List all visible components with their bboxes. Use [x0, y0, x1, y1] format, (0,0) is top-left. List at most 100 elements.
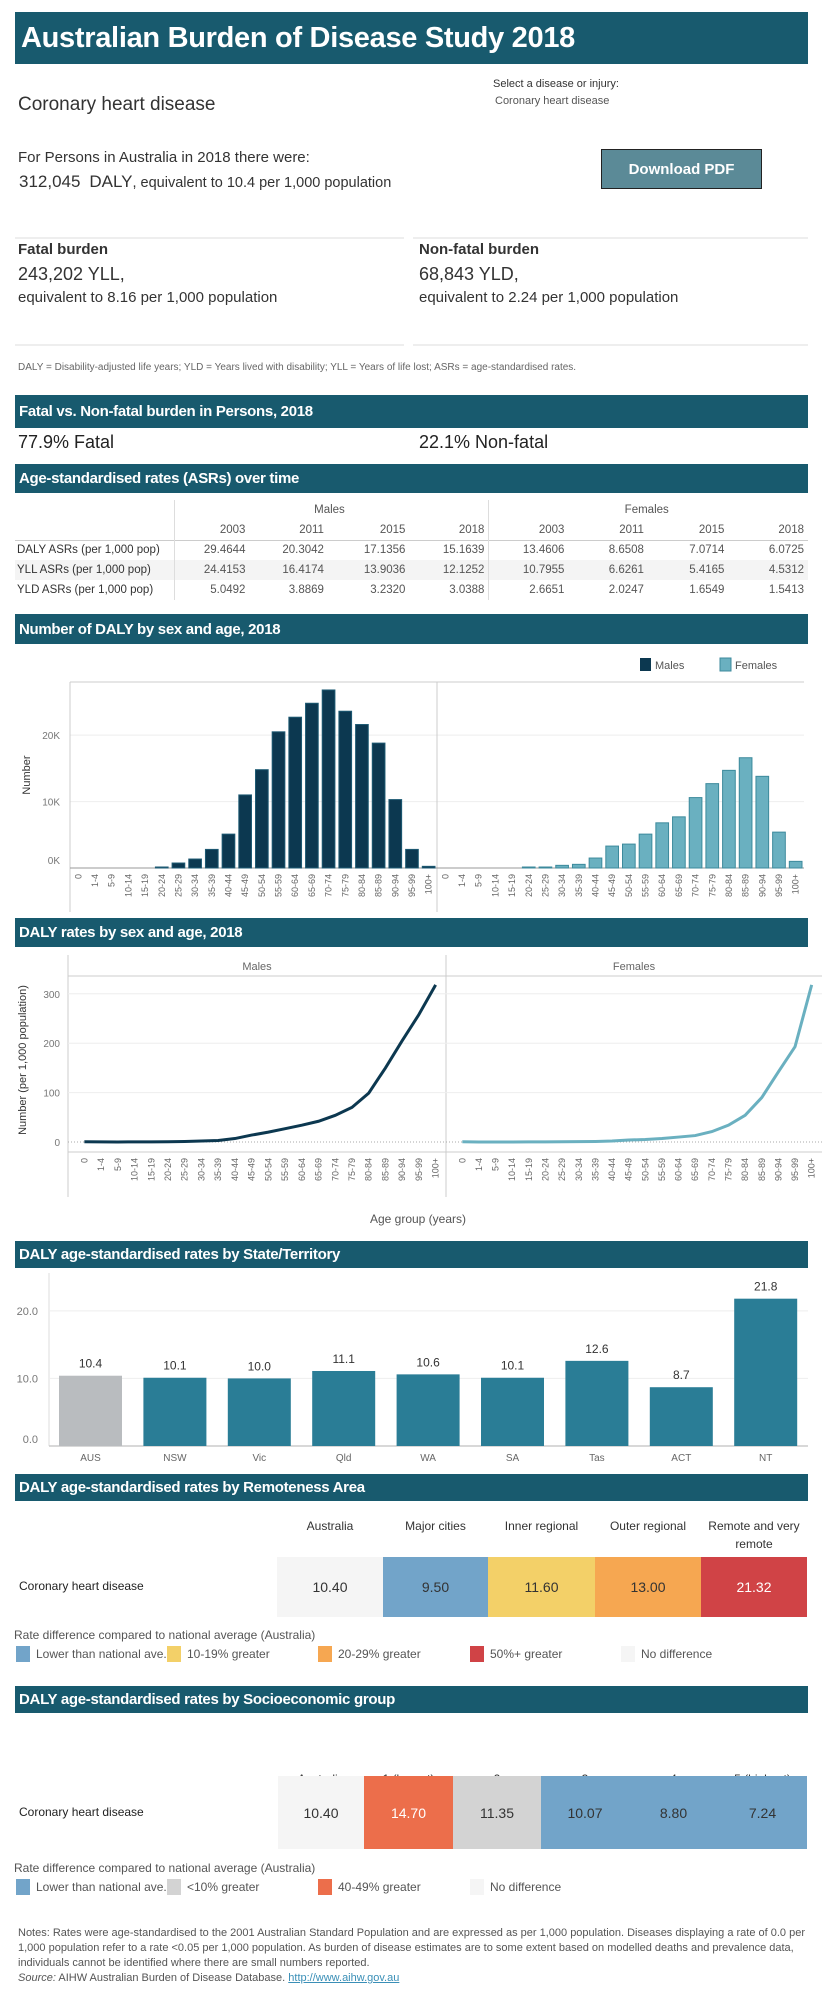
disease-selector[interactable]: Coronary heart disease: [495, 95, 610, 107]
column-header: Outer regional: [609, 1519, 687, 1533]
column-header: Inner regional: [504, 1519, 579, 1533]
nonfatal-burden-rate: equivalent to 2.24 per 1,000 population: [419, 289, 679, 306]
y-tick-label: 100: [43, 1089, 60, 1100]
disease-title: Coronary heart disease: [18, 94, 216, 115]
divider: [15, 237, 404, 239]
asr-year: 2011: [299, 523, 324, 536]
legend-label[interactable]: <10% greater: [187, 1880, 260, 1894]
legend-swatch-males: [640, 658, 651, 671]
bar-females: [688, 797, 703, 869]
x-tick-label: 20-24: [163, 1158, 173, 1181]
x-tick-label: 70-74: [324, 874, 334, 897]
y-tick-label: 20K: [42, 731, 60, 742]
asr-row: DALY ASRs (per 1,000 pop) 29.4644 20.3042 1…: [15, 540, 808, 560]
legend-swatch-females: [719, 657, 732, 672]
bar-sa: [481, 1377, 544, 1446]
x-tick-label: 15-19: [140, 874, 150, 897]
nonfatal-burden-value: 68,843 YLD,: [419, 264, 519, 284]
x-tick-label: 25-29: [557, 1158, 567, 1181]
asr-cell: 2.6651: [529, 584, 565, 596]
bar-males: [388, 799, 403, 869]
x-tick-label: 55-59: [280, 1158, 290, 1181]
asr-cell: 13.9036: [363, 564, 406, 576]
asr-cell: 3.2320: [370, 584, 406, 596]
x-tick-label: AUS: [80, 1453, 101, 1464]
legend-label[interactable]: No difference: [490, 1880, 562, 1894]
legend-swatch[interactable]: [470, 1879, 484, 1895]
x-tick-label: 5-9: [113, 1158, 123, 1171]
bar-qld: [312, 1370, 376, 1446]
x-tick-label: 45-49: [247, 1158, 257, 1181]
data-label: 21.8: [754, 1280, 778, 1294]
bar-vic: [227, 1378, 291, 1446]
bar-males: [221, 833, 236, 869]
legend-label[interactable]: 40-49% greater: [338, 1880, 421, 1894]
bar-nt: [734, 1298, 798, 1446]
fatal-percent: 77.9% Fatal: [18, 432, 115, 452]
x-tick-label: 95-99: [414, 1158, 424, 1181]
fatal-burden-value: 243,202 YLL,: [18, 264, 125, 284]
asr-cell: 24.4153: [203, 564, 246, 576]
legend-swatch[interactable]: [16, 1879, 30, 1895]
legend-label[interactable]: 20-29% greater: [338, 1647, 421, 1661]
x-tick-label: 0: [79, 1158, 89, 1163]
download-pdf-button[interactable]: Download PDF: [601, 149, 762, 189]
x-tick-label: 55-59: [274, 874, 284, 897]
x-tick-label: 10-14: [130, 1158, 140, 1181]
asr-cell: 1.6549: [689, 584, 725, 596]
bar-males: [338, 710, 353, 869]
legend-swatch[interactable]: [167, 1646, 181, 1662]
x-tick-label: 35-39: [574, 874, 584, 897]
legend-label[interactable]: Lower than national ave..: [36, 1647, 171, 1661]
x-tick-label: 70-74: [691, 874, 701, 897]
x-tick-label: 80-84: [724, 874, 734, 897]
legend-swatch[interactable]: [470, 1646, 484, 1662]
x-tick-label: 40-44: [230, 1158, 240, 1181]
y-tick-label: 0K: [48, 856, 61, 867]
asr-table: Males Females 2003 2011 2015 2018 2003 2011 20…: [15, 500, 808, 600]
legend-label[interactable]: No difference: [641, 1647, 713, 1661]
x-tick-label: 5-9: [107, 874, 117, 887]
legend-swatch[interactable]: [167, 1879, 181, 1895]
legend-label[interactable]: 10-19% greater: [187, 1647, 270, 1661]
section-header-daly-count: Number of DALY by sex and age, 2018: [15, 614, 808, 644]
aihw-link[interactable]: http://www.aihw.gov.au: [288, 1972, 400, 1984]
legend-swatch[interactable]: [621, 1646, 635, 1662]
row-label: Coronary heart disease: [19, 1579, 144, 1593]
bar-females: [705, 783, 720, 869]
legend-swatch[interactable]: [318, 1646, 332, 1662]
source-text: AIHW Australian Burden of Disease Databa…: [55, 1972, 289, 1984]
asr-cell: 15.1639: [409, 540, 490, 560]
divider: [413, 344, 808, 346]
asr-cell: 10.7955: [522, 564, 565, 576]
legend-label[interactable]: 50%+ greater: [490, 1647, 563, 1661]
x-tick-label: 70-74: [330, 1158, 340, 1181]
x-tick-label: 15-19: [507, 874, 517, 897]
daly-value: 312,045: [19, 172, 81, 191]
legend-swatch[interactable]: [16, 1646, 30, 1662]
x-tick-label: 65-69: [307, 874, 317, 897]
fatal-burden-title: Fatal burden: [18, 241, 109, 258]
rate-cell: 9.50: [383, 1557, 488, 1617]
rate-cell: 11.35: [453, 1776, 541, 1849]
x-tick-label: 1-4: [474, 1158, 484, 1171]
data-label: 10.1: [501, 1359, 525, 1373]
legend-label-females: Females: [735, 660, 778, 672]
summary-intro: For Persons in Australia in 2018 there w…: [18, 149, 310, 166]
legend-swatch[interactable]: [318, 1879, 332, 1895]
rate-cell: 8.80: [629, 1776, 718, 1849]
bar-females: [755, 775, 770, 869]
x-tick-label: 55-59: [641, 874, 651, 897]
abbreviations-note: DALY = Disability-adjusted life years; Y…: [18, 362, 577, 373]
asr-row: YLD ASRs (per 1,000 pop) 5.0492 3.8869 3.23…: [15, 580, 808, 600]
x-tick-label: NSW: [163, 1453, 187, 1464]
x-tick-label: 20-24: [524, 874, 534, 897]
asr-cell: 1.5413: [768, 584, 804, 596]
x-tick-label: 30-34: [557, 874, 567, 897]
data-label: 8.7: [673, 1368, 690, 1382]
legend-label[interactable]: Lower than national ave..: [36, 1880, 171, 1894]
x-tick-label: 45-49: [240, 874, 250, 897]
x-tick-label: 40-44: [607, 1158, 617, 1181]
bar-tas: [565, 1360, 629, 1446]
y-tick-label: 10.0: [17, 1373, 38, 1385]
